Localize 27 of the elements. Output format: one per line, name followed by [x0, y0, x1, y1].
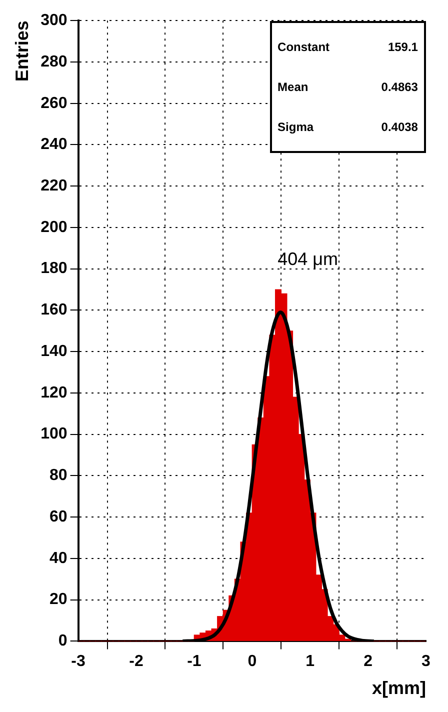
y-tick-label: 260 [40, 94, 68, 112]
x-tick-label: -1 [187, 653, 202, 670]
y-tick-label: 120 [40, 384, 68, 402]
y-tick-label: 0 [58, 632, 68, 650]
y-tick-label: 200 [40, 218, 68, 236]
y-tick-label: 300 [40, 12, 68, 30]
stats-box: Constant 159.1 Mean 0.4863 Sigma 0.4038 [270, 20, 426, 153]
x-tick-label: 2 [364, 653, 373, 670]
x-axis-title: x[mm] [372, 678, 426, 698]
annotation: 404 μm [278, 248, 338, 269]
y-tick-label: 20 [50, 591, 68, 608]
y-tick-label: 240 [40, 136, 68, 154]
y-tick-label: 220 [40, 178, 68, 194]
y-tick-label: 160 [40, 302, 68, 319]
y-axis-title: Entries [12, 20, 32, 82]
y-tick-label: 100 [40, 426, 68, 443]
x-tick-label: -3 [71, 653, 86, 670]
y-tick-label: 180 [40, 260, 68, 278]
y-tick-label: 280 [40, 53, 68, 70]
y-tick-label: 40 [50, 550, 68, 567]
x-tick-label: -2 [129, 653, 144, 670]
y-tick-label: 140 [40, 342, 68, 360]
x-tick-label: 1 [306, 653, 315, 670]
x-tick-label: 3 [422, 653, 431, 670]
y-tick-label: 80 [50, 467, 68, 484]
y-tick-label: 60 [50, 508, 68, 526]
x-tick-label: 0 [248, 653, 257, 670]
